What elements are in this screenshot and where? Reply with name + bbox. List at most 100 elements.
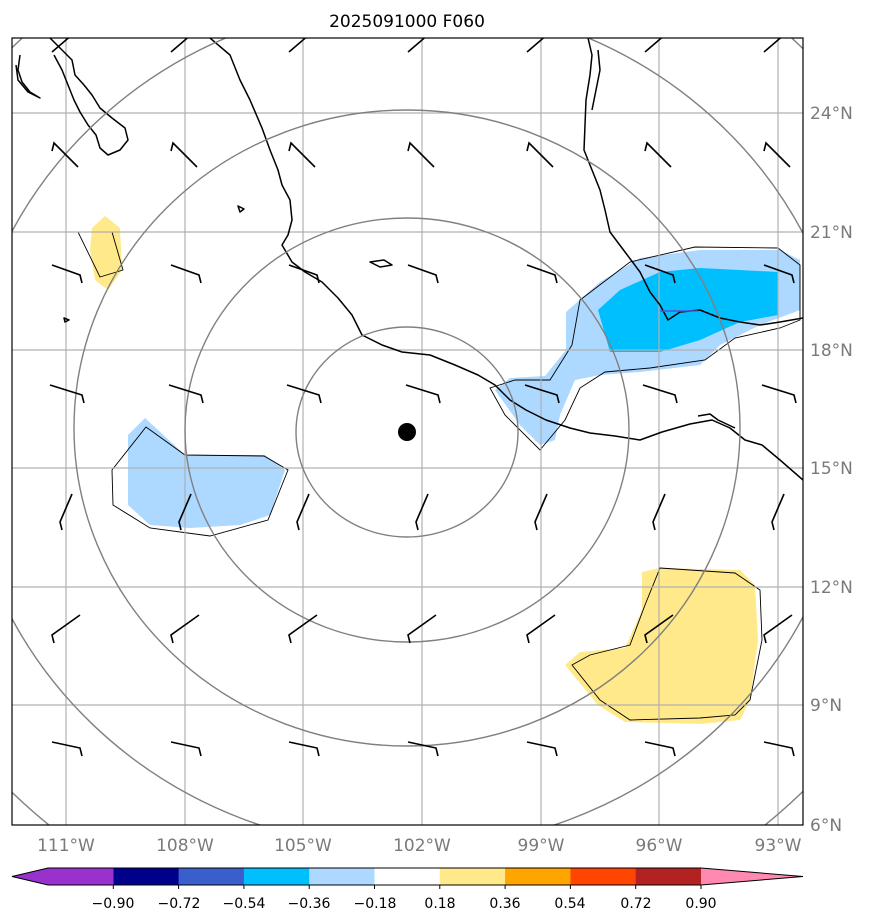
- wind-barb: [644, 264, 676, 284]
- colorbar-segment: [243, 868, 310, 885]
- lon-label: 102°W: [393, 836, 451, 856]
- wind-barb: [405, 384, 441, 404]
- colorbar-segment: [113, 868, 180, 885]
- range-ring-1: [295, 326, 519, 538]
- wind-barb: [288, 38, 307, 53]
- wind-barb: [288, 264, 320, 284]
- yellow-region-baja: [90, 216, 122, 290]
- colorbar-tick-label: 0.36: [489, 896, 520, 912]
- wind-barb: [170, 741, 202, 757]
- colorbar-tick-label: −0.54: [223, 896, 266, 912]
- lat-label: 18°N: [810, 341, 853, 361]
- colorbar-tick-labels: −0.90 −0.72 −0.54 −0.36 −0.18 0.18 0.36 …: [92, 896, 717, 912]
- wind-barb: [288, 741, 320, 757]
- blue-region-gulf: [598, 268, 778, 352]
- wind-barb: [51, 741, 83, 757]
- light-blue-region-pacific: [128, 418, 285, 528]
- wind-barb: [763, 264, 795, 284]
- wind-barb: [170, 614, 200, 644]
- wind-barb: [296, 493, 310, 531]
- wind-barb: [644, 38, 663, 53]
- coastline-baja-california: [15, 54, 41, 99]
- colorbar-segment: [48, 868, 114, 885]
- wind-barb: [526, 264, 558, 284]
- wind-barb: [288, 141, 316, 168]
- colorbar-tick-label: −0.18: [354, 896, 397, 912]
- colorbar-tick-label: −0.36: [288, 896, 331, 912]
- wind-barb: [170, 38, 189, 53]
- colorbar-tick-label: 0.18: [424, 896, 455, 912]
- wind-barb: [170, 141, 198, 168]
- range-ring-2: [184, 217, 630, 643]
- wind-barb: [51, 264, 83, 284]
- lon-label: 93°W: [755, 836, 802, 856]
- colorbar-extend-low: [12, 868, 48, 885]
- wind-barb: [644, 141, 672, 168]
- island-small: [237, 205, 245, 213]
- wind-barb: [49, 384, 85, 404]
- contour-gulf: [489, 246, 801, 451]
- wind-barb: [170, 264, 202, 284]
- wind-barb: [407, 741, 439, 757]
- colorbar-segment: [178, 868, 245, 885]
- wind-barb: [761, 384, 797, 404]
- map-title: 2025091000 F060: [329, 12, 485, 32]
- coastline-yucatan-inner: [591, 49, 601, 111]
- coastline-baja-gulf: [49, 38, 129, 156]
- island-revillagigedo: [369, 259, 393, 268]
- yellow-region-southeast: [565, 568, 758, 724]
- colorbar-tick-label: 0.90: [685, 896, 716, 912]
- coastline-fragment: [697, 413, 736, 429]
- coastline-gulf-of-mexico: [583, 38, 803, 326]
- wind-barb: [59, 493, 73, 531]
- contour-lines: [77, 231, 801, 721]
- wind-barb: [178, 493, 192, 531]
- wind-barb: [526, 614, 556, 644]
- lat-label: 9°N: [810, 696, 842, 716]
- wind-barb: [407, 38, 426, 53]
- lat-label: 21°N: [810, 223, 853, 243]
- wind-barb: [644, 614, 674, 644]
- lat-label: 15°N: [810, 459, 853, 479]
- colorbar-segment: [374, 868, 441, 885]
- lon-label: 105°W: [274, 836, 332, 856]
- lat-label: 12°N: [810, 578, 853, 598]
- lon-label: 111°W: [37, 836, 95, 856]
- colorbar: [11, 867, 804, 889]
- wind-barb: [51, 38, 70, 53]
- coastline-pacific-mexico: [209, 38, 803, 481]
- colorbar-segment: [635, 868, 702, 885]
- wind-barbs: [49, 38, 797, 757]
- wind-barb: [763, 614, 793, 644]
- colorbar-segment: [570, 868, 637, 885]
- colorbar-segment: [309, 868, 375, 885]
- wind-barb: [534, 493, 548, 531]
- wind-barb: [763, 38, 782, 53]
- lat-label: 24°N: [810, 104, 853, 124]
- longitude-labels: 111°W 108°W 105°W 102°W 99°W 96°W 93°W: [37, 836, 802, 856]
- lon-label: 99°W: [518, 836, 565, 856]
- wind-barb: [168, 384, 204, 404]
- wind-barb: [526, 141, 554, 168]
- island-small-2: [63, 317, 70, 323]
- wind-barb: [763, 141, 791, 168]
- wind-barb: [407, 141, 435, 168]
- wind-barb: [652, 493, 666, 531]
- colorbar-tick-label: 0.54: [554, 896, 585, 912]
- wind-barb: [644, 741, 676, 757]
- contour-southeast: [571, 567, 763, 721]
- wind-barb: [288, 614, 318, 644]
- contour-pacific: [111, 426, 289, 537]
- wind-barb: [524, 384, 560, 404]
- colorbar-segment: [505, 868, 571, 885]
- colorbar-tick-label: 0.72: [620, 896, 651, 912]
- lon-label: 96°W: [636, 836, 683, 856]
- lon-label: 108°W: [156, 836, 214, 856]
- wind-barb: [771, 493, 785, 531]
- wind-barb: [642, 384, 678, 404]
- colorbar-tick-label: −0.72: [158, 896, 201, 912]
- wind-barb: [51, 141, 79, 168]
- colorbar-outline: [11, 867, 804, 886]
